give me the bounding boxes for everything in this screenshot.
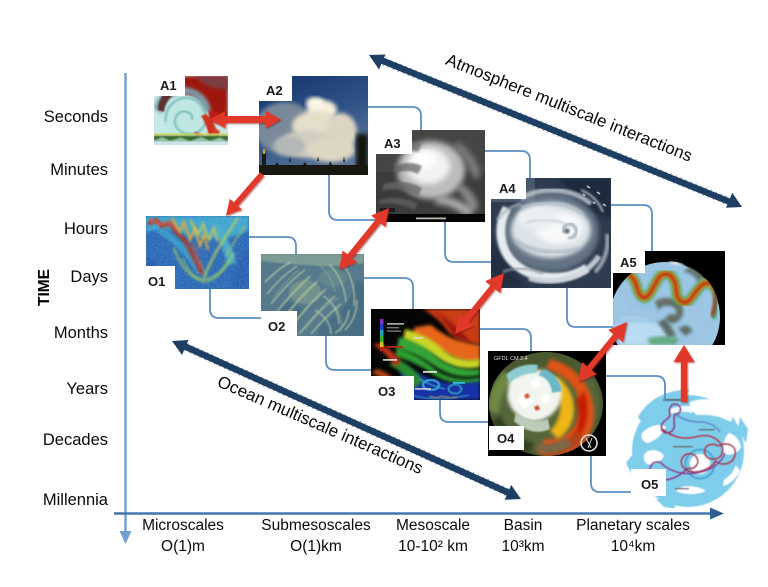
svg-text:GFDL CM 2.4: GFDL CM 2.4 <box>494 356 528 362</box>
svg-text:Atmosphere multiscale interact: Atmosphere multiscale interactions <box>443 50 695 166</box>
